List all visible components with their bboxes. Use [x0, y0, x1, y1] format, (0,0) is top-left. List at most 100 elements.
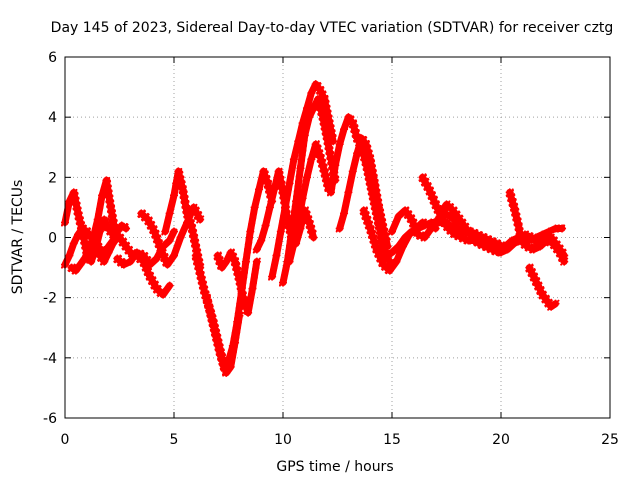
series-trace: [506, 188, 525, 241]
series-fringe: [291, 140, 333, 260]
data-point: [100, 248, 109, 257]
data-point: [272, 251, 281, 260]
data-point: [98, 191, 107, 200]
data-point: [394, 242, 403, 251]
data-point: [298, 194, 307, 203]
series-arc22: [505, 188, 525, 242]
data-point: [255, 185, 264, 194]
series-trace: [286, 140, 333, 266]
data-point: [106, 239, 115, 248]
data-point: [93, 242, 102, 251]
data-point: [544, 227, 553, 236]
x-tick-label: 15: [383, 432, 401, 448]
data-point: [560, 251, 569, 260]
data-point: [207, 311, 216, 320]
data-point: [488, 245, 497, 254]
data-point: [117, 221, 126, 230]
data-point: [196, 269, 205, 278]
data-point: [374, 203, 383, 212]
series-arc9: [202, 167, 277, 371]
data-point: [285, 179, 294, 188]
data-point: [525, 263, 534, 272]
data-point: [318, 110, 327, 119]
data-point: [74, 230, 83, 239]
data-point: [505, 188, 514, 197]
data-point: [250, 203, 259, 212]
data-point: [383, 242, 392, 251]
data-point: [165, 209, 174, 218]
data-point: [113, 254, 122, 263]
data-point: [170, 191, 178, 200]
data-point: [462, 224, 471, 233]
data-point: [222, 368, 231, 377]
series-trace: [113, 228, 178, 269]
y-tick-label: 0: [48, 231, 57, 247]
data-point: [78, 224, 87, 233]
data-point: [540, 236, 549, 245]
series-fringe: [119, 227, 178, 263]
data-point: [331, 161, 340, 170]
series-fringe: [279, 101, 334, 287]
series-fringe: [525, 269, 554, 311]
data-point: [427, 224, 436, 233]
data-point: [372, 245, 381, 254]
data-point: [165, 236, 174, 245]
y-axis-label: SDTVAR / TECUs: [10, 180, 26, 295]
data-point: [161, 227, 170, 236]
data-point: [279, 278, 287, 287]
data-point: [159, 290, 168, 299]
x-tick-label: 5: [170, 432, 179, 448]
data-point: [71, 266, 80, 275]
data-point: [534, 281, 543, 290]
data-point: [281, 203, 290, 212]
series-arc19: [388, 206, 462, 242]
data-point: [348, 167, 357, 176]
data-point: [67, 263, 76, 272]
data-point: [93, 215, 102, 224]
data-point: [231, 257, 240, 266]
data-point: [289, 239, 298, 248]
data-point: [348, 119, 357, 128]
data-point: [340, 209, 349, 218]
data-point: [296, 164, 305, 173]
data-point: [394, 212, 403, 221]
data-point: [449, 206, 458, 215]
y-tick-label: -4: [43, 351, 57, 367]
data-point: [122, 224, 131, 233]
data-point: [300, 131, 309, 140]
series-fringe: [113, 233, 172, 269]
data-point: [222, 257, 231, 266]
data-point: [180, 197, 189, 206]
data-point: [146, 272, 155, 281]
data-point: [268, 272, 277, 281]
data-point: [357, 134, 366, 143]
data-point: [137, 209, 146, 218]
data-point: [335, 224, 344, 233]
x-tick-label: 0: [61, 432, 70, 448]
series-arc16: [335, 134, 392, 251]
data-point: [261, 221, 270, 230]
data-point: [510, 203, 519, 212]
data-point: [307, 155, 316, 164]
series-arc10: [213, 248, 261, 317]
data-point: [438, 215, 447, 224]
data-point: [320, 167, 329, 176]
data-point: [257, 236, 266, 245]
data-point: [316, 86, 325, 95]
data-point: [228, 341, 237, 350]
data-point: [492, 239, 501, 248]
data-point: [285, 257, 294, 266]
series-trace: [203, 167, 276, 371]
series-fringe: [143, 203, 205, 263]
data-point: [553, 242, 562, 251]
data-point: [444, 224, 453, 233]
data-point: [414, 230, 423, 239]
data-point: [457, 233, 466, 242]
data-point: [276, 227, 285, 236]
data-point: [252, 257, 261, 266]
series-fringe: [137, 209, 199, 269]
data-point: [527, 233, 536, 242]
data-point: [311, 80, 320, 89]
data-point: [213, 251, 222, 260]
data-point: [316, 152, 325, 161]
